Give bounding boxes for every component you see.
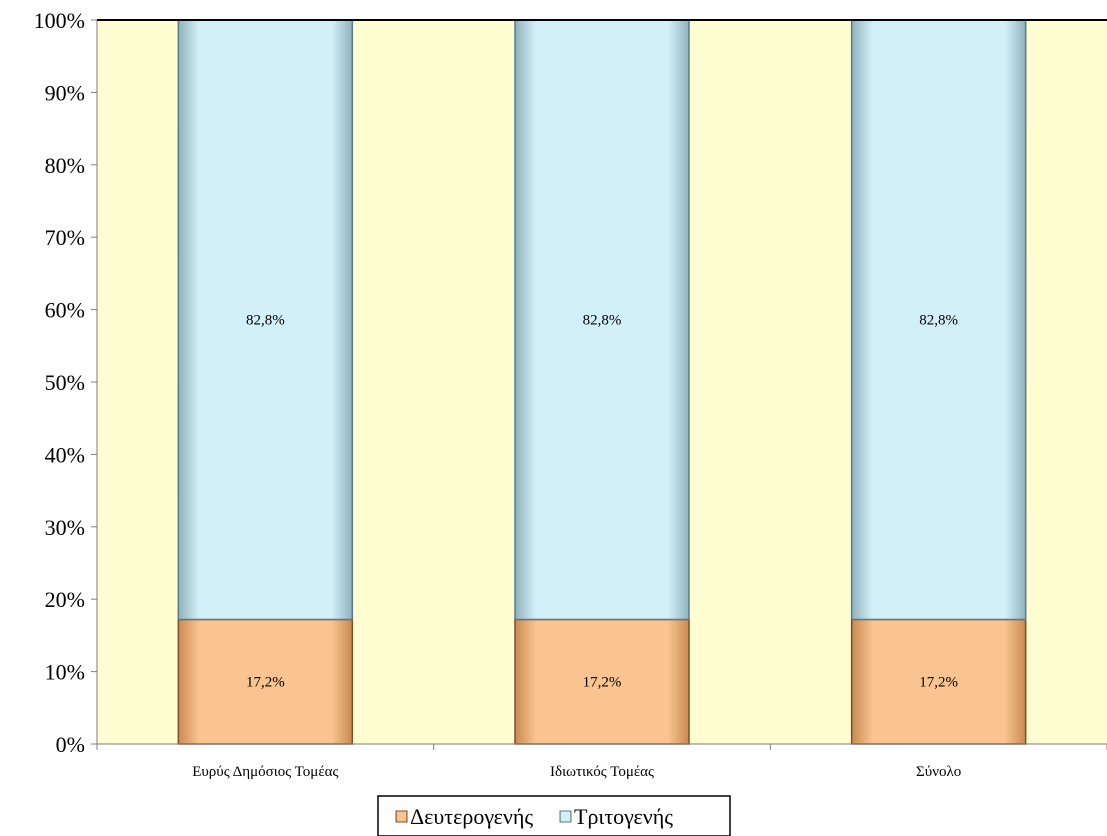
y-tick-label: 40% xyxy=(45,442,85,467)
y-tick-label: 100% xyxy=(34,8,85,33)
legend-swatch-0 xyxy=(395,810,408,823)
bar-tertiary-1 xyxy=(514,19,690,621)
legend: Δευτερογενής Τριτογενής xyxy=(377,795,731,836)
data-label: 17,2% xyxy=(919,675,958,691)
y-tick-label: 0% xyxy=(56,732,85,757)
y-tick-label: 10% xyxy=(45,660,85,685)
x-tick-label: Σύνολο xyxy=(916,764,961,780)
x-tick-label: Ιδιωτικός Τομέας xyxy=(550,764,654,780)
data-label: 82,8% xyxy=(919,313,958,329)
legend-box xyxy=(377,795,731,836)
y-tick-label: 50% xyxy=(45,370,85,395)
y-tick-label: 30% xyxy=(45,515,85,540)
y-tick-label: 70% xyxy=(45,225,85,250)
bar-secondary-1 xyxy=(514,618,690,745)
legend-swatch-1 xyxy=(559,810,572,823)
y-tick-label: 80% xyxy=(45,153,85,178)
x-tick-label: Ευρύς Δημόσιος Τομέας xyxy=(192,764,338,780)
data-label: 17,2% xyxy=(246,675,285,691)
y-tick-label: 60% xyxy=(45,298,85,323)
data-label: 17,2% xyxy=(583,675,622,691)
bar-tertiary-2 xyxy=(850,19,1027,621)
legend-label: Τριτογενής xyxy=(574,804,673,829)
legend-label: Δευτερογενής xyxy=(410,804,533,829)
y-tick-label: 20% xyxy=(45,587,85,612)
data-label: 82,8% xyxy=(583,313,622,329)
data-label: 82,8% xyxy=(246,313,285,329)
bar-secondary-0 xyxy=(177,618,354,745)
y-tick-label: 90% xyxy=(45,80,85,105)
